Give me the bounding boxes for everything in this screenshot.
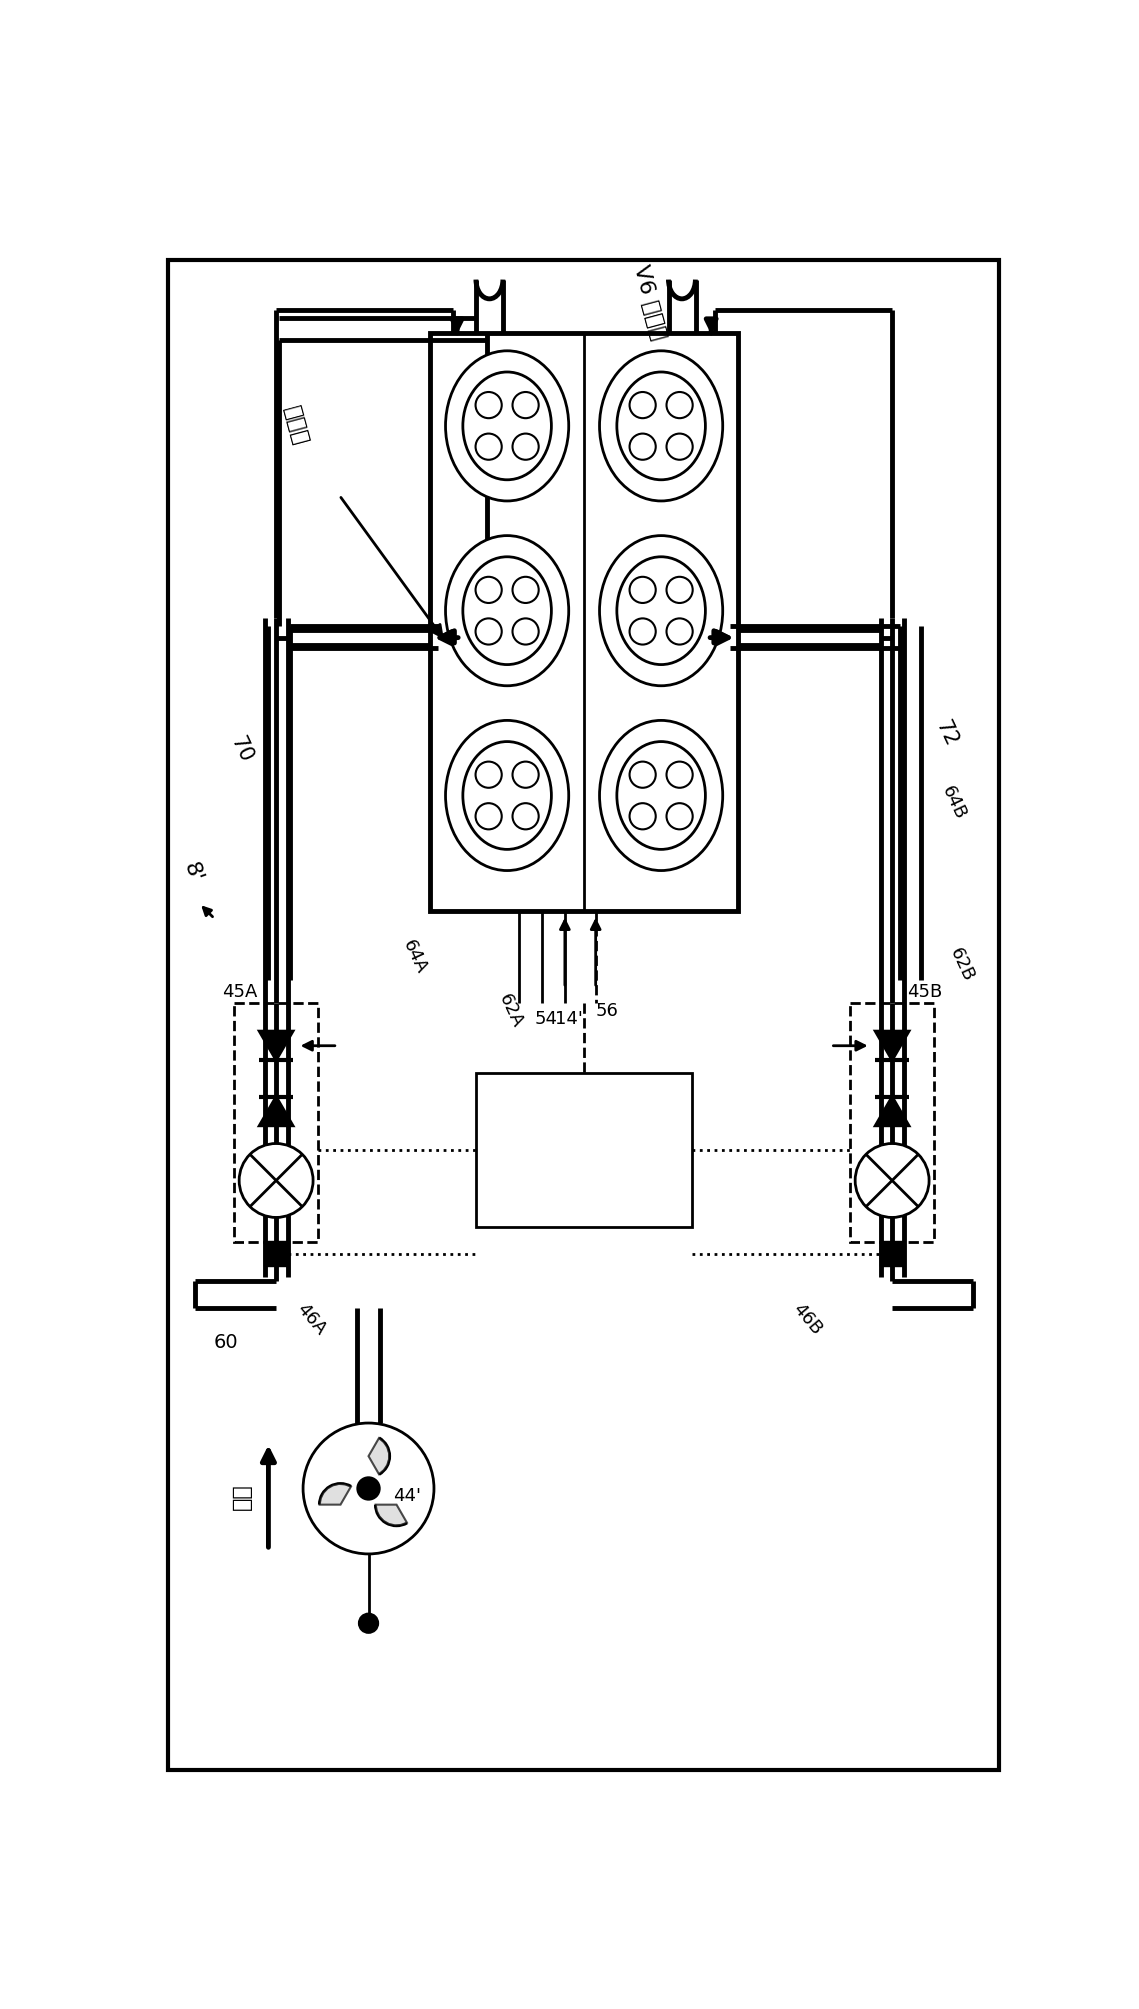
Circle shape	[666, 761, 693, 788]
Text: 流向: 流向	[231, 1483, 252, 1509]
Ellipse shape	[445, 536, 568, 685]
Ellipse shape	[462, 556, 551, 665]
Ellipse shape	[599, 721, 723, 870]
Circle shape	[666, 804, 693, 830]
Text: 45B: 45B	[907, 982, 942, 1000]
Circle shape	[476, 434, 502, 460]
Text: 30': 30'	[500, 1083, 530, 1101]
Ellipse shape	[617, 556, 705, 665]
Ellipse shape	[445, 721, 568, 870]
Circle shape	[513, 434, 539, 460]
Circle shape	[666, 434, 693, 460]
Circle shape	[630, 804, 656, 830]
Ellipse shape	[462, 372, 551, 480]
Ellipse shape	[599, 536, 723, 685]
Text: 46A: 46A	[293, 1300, 329, 1338]
Ellipse shape	[599, 352, 723, 500]
Polygon shape	[875, 1097, 909, 1125]
Bar	[431, 333, 738, 910]
Text: 64B: 64B	[939, 784, 969, 824]
Circle shape	[513, 804, 539, 830]
Text: 60: 60	[214, 1332, 238, 1352]
Polygon shape	[260, 1031, 293, 1061]
Polygon shape	[369, 1438, 390, 1475]
Circle shape	[476, 392, 502, 418]
Text: 44': 44'	[393, 1487, 421, 1505]
Circle shape	[476, 804, 502, 830]
Text: 62A: 62A	[495, 990, 526, 1031]
Text: 62B: 62B	[945, 944, 977, 984]
Text: 72: 72	[932, 717, 960, 749]
Bar	[850, 1002, 934, 1242]
Circle shape	[513, 761, 539, 788]
Circle shape	[666, 392, 693, 418]
Circle shape	[630, 619, 656, 645]
Circle shape	[630, 434, 656, 460]
Circle shape	[303, 1422, 434, 1553]
Bar	[264, 1242, 288, 1266]
Ellipse shape	[617, 741, 705, 850]
Circle shape	[513, 392, 539, 418]
Ellipse shape	[617, 372, 705, 480]
Circle shape	[476, 761, 502, 788]
Circle shape	[239, 1143, 313, 1217]
Bar	[476, 1073, 691, 1227]
Circle shape	[666, 619, 693, 645]
Circle shape	[513, 577, 539, 603]
Circle shape	[630, 577, 656, 603]
Text: 64A: 64A	[399, 938, 431, 976]
Text: 8': 8'	[180, 860, 206, 886]
Circle shape	[476, 577, 502, 603]
Circle shape	[359, 1613, 378, 1633]
Ellipse shape	[462, 741, 551, 850]
Text: 控制器: 控制器	[557, 1135, 612, 1163]
Text: 45A: 45A	[222, 982, 257, 1000]
Text: 46B: 46B	[789, 1300, 826, 1338]
Bar	[879, 1242, 904, 1266]
Text: 56: 56	[596, 1002, 618, 1021]
Polygon shape	[260, 1097, 293, 1125]
Ellipse shape	[445, 352, 568, 500]
Circle shape	[476, 619, 502, 645]
Polygon shape	[320, 1485, 351, 1505]
Circle shape	[666, 577, 693, 603]
Text: 70: 70	[227, 733, 256, 765]
Circle shape	[630, 392, 656, 418]
Circle shape	[358, 1479, 379, 1499]
Text: 注入点: 注入点	[280, 404, 310, 448]
Text: V6 发动机: V6 发动机	[630, 263, 669, 342]
Text: 14': 14'	[555, 1011, 583, 1029]
Circle shape	[630, 761, 656, 788]
Polygon shape	[376, 1505, 407, 1525]
Bar	[233, 1002, 319, 1242]
Polygon shape	[875, 1031, 909, 1061]
Circle shape	[855, 1143, 929, 1217]
Text: 54: 54	[534, 1011, 557, 1029]
Circle shape	[513, 619, 539, 645]
